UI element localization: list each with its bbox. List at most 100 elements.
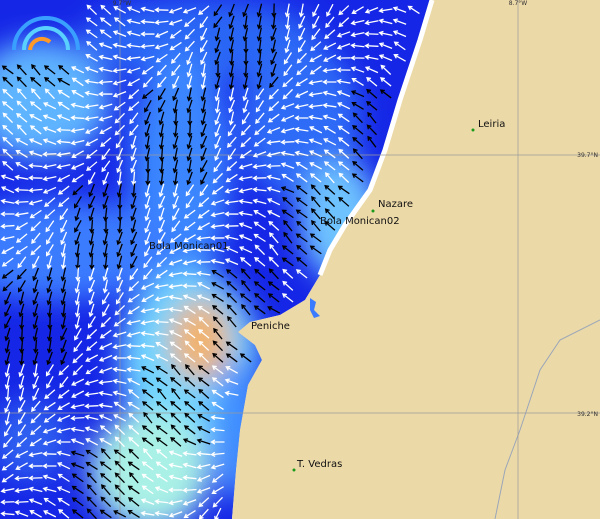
wave-arrow bbox=[60, 219, 68, 234]
wave-arrow bbox=[101, 148, 111, 161]
wave-arrow bbox=[323, 126, 336, 134]
wave-arrow bbox=[85, 461, 98, 471]
wave-arrow bbox=[284, 39, 291, 54]
wave-arrow bbox=[70, 115, 85, 121]
wave-arrow bbox=[280, 186, 295, 194]
wave-arrow bbox=[186, 51, 194, 66]
wave-arrow bbox=[28, 175, 43, 181]
wave-arrow bbox=[182, 7, 197, 14]
wave-arrow bbox=[295, 233, 308, 243]
wave-arrow bbox=[102, 171, 110, 186]
wave-arrow bbox=[113, 101, 126, 111]
wave-arrow bbox=[295, 161, 308, 170]
wave-arrow bbox=[378, 7, 393, 14]
wave-arrow bbox=[211, 401, 224, 410]
wave-arrow bbox=[324, 172, 335, 184]
wave-arrow bbox=[352, 136, 364, 147]
wave-arrow bbox=[224, 223, 239, 229]
wave-arrow bbox=[29, 101, 42, 111]
wave-arrow bbox=[57, 185, 70, 195]
wave-arrow bbox=[183, 318, 196, 326]
wave-arrow bbox=[267, 306, 281, 314]
wave-arrow bbox=[1, 461, 14, 471]
wave-arrow bbox=[103, 219, 109, 234]
wave-arrow bbox=[364, 66, 379, 74]
wave-arrow bbox=[322, 79, 337, 85]
wave-arrow bbox=[16, 124, 27, 136]
wave-arrow bbox=[102, 231, 109, 246]
wave-arrow bbox=[2, 112, 14, 124]
wave-arrow bbox=[89, 255, 95, 270]
wave-arrow bbox=[200, 40, 208, 53]
wave-arrow bbox=[182, 475, 197, 481]
wave-arrow bbox=[184, 412, 196, 423]
wave-arrow bbox=[116, 231, 123, 246]
wave-arrow bbox=[60, 267, 67, 282]
wave-arrow bbox=[19, 351, 25, 366]
wave-arrow bbox=[33, 339, 39, 354]
wave-arrow bbox=[117, 219, 123, 234]
wave-arrow bbox=[213, 4, 223, 17]
wave-arrow bbox=[141, 366, 155, 374]
wave-arrow bbox=[309, 65, 322, 75]
wave-arrow bbox=[284, 27, 291, 42]
wave-arrow bbox=[154, 498, 169, 505]
wave-arrow bbox=[182, 438, 197, 446]
wave-arrow bbox=[210, 211, 225, 218]
wave-arrow bbox=[238, 210, 253, 216]
wave-arrow bbox=[283, 231, 293, 244]
wave-arrow bbox=[126, 42, 141, 49]
wave-arrow bbox=[130, 135, 137, 150]
wave-arrow bbox=[196, 451, 211, 457]
wave-arrow bbox=[154, 486, 169, 494]
wave-arrow bbox=[325, 16, 335, 29]
wave-arrow bbox=[337, 125, 350, 135]
wave-arrow bbox=[183, 221, 196, 231]
wave-arrow bbox=[182, 259, 197, 266]
wave-arrow bbox=[15, 162, 28, 170]
wave-arrow bbox=[16, 76, 27, 88]
wave-arrow bbox=[70, 450, 85, 457]
wave-arrow bbox=[70, 462, 85, 469]
wave-arrow bbox=[56, 450, 71, 457]
wave-arrow bbox=[199, 184, 209, 197]
wave-arrow bbox=[114, 112, 126, 124]
wave-arrow bbox=[75, 267, 81, 282]
wave-arrow bbox=[253, 281, 266, 291]
wave-arrow bbox=[322, 102, 337, 109]
wave-arrow bbox=[42, 114, 57, 121]
wave-arrow bbox=[196, 270, 211, 277]
wave-arrow bbox=[378, 30, 393, 36]
wave-arrow bbox=[131, 183, 137, 198]
wave-arrow bbox=[380, 64, 392, 75]
wave-arrow bbox=[102, 267, 109, 282]
wave-arrow bbox=[71, 485, 84, 495]
wave-arrow bbox=[200, 63, 207, 78]
wave-arrow bbox=[310, 208, 321, 220]
wave-arrow bbox=[211, 282, 225, 290]
wave-arrow bbox=[58, 364, 70, 376]
wave-arrow bbox=[141, 425, 154, 435]
wave-arrow bbox=[47, 303, 53, 318]
wave-arrow bbox=[214, 51, 221, 66]
wave-arrow bbox=[309, 173, 322, 183]
wave-arrow bbox=[100, 484, 111, 496]
wave-arrow bbox=[323, 54, 337, 62]
wave-arrow bbox=[99, 509, 112, 519]
wave-arrow bbox=[88, 291, 95, 306]
wave-arrow bbox=[14, 510, 29, 517]
wave-arrow bbox=[141, 65, 154, 75]
wave-arrow bbox=[0, 211, 15, 217]
wave-arrow bbox=[84, 403, 99, 409]
wave-arrow bbox=[172, 99, 178, 114]
wave-arrow bbox=[32, 351, 39, 366]
wave-arrow bbox=[252, 151, 267, 158]
wave-arrow bbox=[60, 351, 68, 366]
wave-arrow bbox=[183, 234, 196, 242]
wave-arrow bbox=[112, 79, 127, 86]
wave-arrow bbox=[2, 76, 14, 87]
wave-arrow bbox=[212, 496, 223, 508]
wave-arrow bbox=[238, 222, 253, 229]
place-label: Nazare bbox=[378, 199, 413, 210]
wave-arrow bbox=[1, 257, 14, 267]
